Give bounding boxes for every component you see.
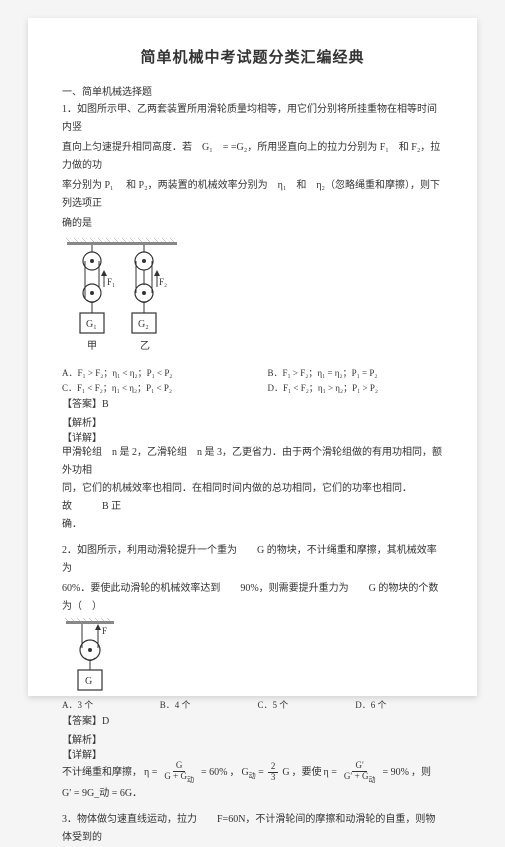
q2-answer: 【答案】D <box>62 713 443 731</box>
q1-optA: A．F₁ > F₂；η₁ < η₂；P₁ < P₂ <box>62 366 238 379</box>
q1-line2: 直向上匀速提升相同高度．若 G₁ = =G₂，所用竖直向上的拉力分别为 F₁ 和… <box>62 139 443 175</box>
frac-num-1: G <box>173 761 186 772</box>
q1-optB: B．F₁ > F₂；η₁ = η₂；P₁ = P₂ <box>268 366 444 379</box>
q1-options-row1: A．F₁ > F₂；η₁ < η₂；P₁ < P₂ B．F₁ > F₂；η₁ =… <box>62 366 443 379</box>
q1-line1: 1．如图所示甲、乙两套装置所用滑轮质量均相等，用它们分别将所挂重物在相等时间内竖 <box>62 101 443 137</box>
svg-text:F₁: F₁ <box>107 277 115 287</box>
q2-optA: A．3 个 <box>62 698 150 711</box>
q2-formula: 不计绳重和摩擦， η = G G + G动 = 60% ， G动 = 2 3 G… <box>62 761 443 784</box>
frac-num-3: G′ <box>352 761 366 772</box>
q1-line3: 率分别为 P₁ 和 P₂，两装置的机械效率分别为 η₁ 和 η₂（忽略绳重和摩擦… <box>62 177 443 213</box>
q2-optC: C．5 个 <box>258 698 346 711</box>
frac-num-2: 2 <box>268 762 279 773</box>
svg-text:G₁: G₁ <box>86 319 97 330</box>
q1-jiexi: 【解析】 <box>62 414 443 429</box>
q2-optD: D．6 个 <box>355 698 443 711</box>
eta-symbol: η = <box>144 763 157 782</box>
eta2-symbol: η = <box>324 763 337 782</box>
svg-text:G₂: G₂ <box>138 319 149 330</box>
q2-line2: 60%．要使此动滑轮的机械效率达到 90%，则需要提升重力为 G 的物块的个数为… <box>62 580 443 616</box>
q1-explain1: 甲滑轮组 n 是 2，乙滑轮组 n 是 3，乙更省力．由于两个滑轮组做的有用功相… <box>62 444 443 480</box>
eq90: = 90% <box>382 763 408 782</box>
svg-text:乙: 乙 <box>140 340 150 352</box>
G-eq: G动 = <box>241 763 263 783</box>
svg-text:F: F <box>102 626 107 636</box>
q2-optB: B．4 个 <box>160 698 248 711</box>
q1-options-row2: C．F₁ < F₂；η₁ < η₂；P₁ < P₂ D．F₁ < F₂；η₁ >… <box>62 381 443 394</box>
q2-formula-pre: 不计绳重和摩擦， <box>62 763 142 782</box>
frac-eta1: G G + G动 <box>161 761 197 784</box>
q1-xiangjie: 【详解】 <box>62 429 443 444</box>
svg-text:F₂: F₂ <box>159 277 167 287</box>
frac-den-2: 3 <box>268 773 279 783</box>
q2-options: A．3 个 B．4 个 C．5 个 D．6 个 <box>62 698 443 711</box>
q2-figure: F G <box>62 618 118 696</box>
page-title: 简单机械中考试题分类汇编经典 <box>62 46 443 67</box>
q1-explain2: 同，它们的机械效率也相同．在相同时间内做的总功相同，它们的功率也相同．故 B 正 <box>62 480 443 516</box>
page: 简单机械中考试题分类汇编经典 一、简单机械选择题 1．如图所示甲、乙两套装置所用… <box>28 18 477 696</box>
mid2a: ，要使 <box>292 763 322 782</box>
q1-optD: D．F₁ < F₂；η₁ > η₂；P₁ > P₂ <box>268 381 444 394</box>
q1-line2a: 直向上匀速提升相同高度．若 G₁ = <box>62 142 228 153</box>
G-sym: G <box>282 763 289 782</box>
q1-explain3: 确． <box>62 516 443 534</box>
q1-line4: 确的是 <box>62 215 443 233</box>
frac-eta2: G′ G′ + G动 <box>341 761 379 784</box>
q2-formula-last: G′ = 9G_动 = 6G． <box>62 784 142 803</box>
svg-text:甲: 甲 <box>87 341 97 352</box>
q1-optC: C．F₁ < F₂；η₁ < η₂；P₁ < P₂ <box>62 381 238 394</box>
frac-den-1: G + G动 <box>161 772 197 784</box>
pulley-diagram-q1: G₁ F₁ 甲 G₂ F₂ 乙 <box>62 237 182 357</box>
eq60: = 60% <box>201 763 227 782</box>
q2-jiexi: 【解析】 <box>62 731 443 746</box>
q2-formula-2: G′ = 9G_动 = 6G． <box>62 784 443 803</box>
q1-figure: G₁ F₁ 甲 G₂ F₂ 乙 <box>62 237 443 360</box>
q2-line1: 2．如图所示，利用动滑轮提升一个重为 G 的物块，不计绳重和摩擦，其机械效率为 <box>62 542 443 578</box>
q3-line1: 3．物体做匀速直线运动，拉力 F=60N，不计滑轮间的摩擦和动滑轮的自重，则物体… <box>62 811 443 847</box>
comma1: ， <box>229 763 239 782</box>
svg-text:G: G <box>85 676 92 687</box>
frac-G: 2 3 <box>268 762 279 783</box>
section-header: 一、简单机械选择题 <box>62 83 443 98</box>
frac-den-3: G′ + G动 <box>341 772 379 784</box>
comma2: ，则 <box>411 763 431 782</box>
q1-line3a: 率分别为 P₁ <box>62 180 124 191</box>
q1-answer: 【答案】B <box>62 396 443 414</box>
q2-xiangjie: 【详解】 <box>62 746 443 761</box>
